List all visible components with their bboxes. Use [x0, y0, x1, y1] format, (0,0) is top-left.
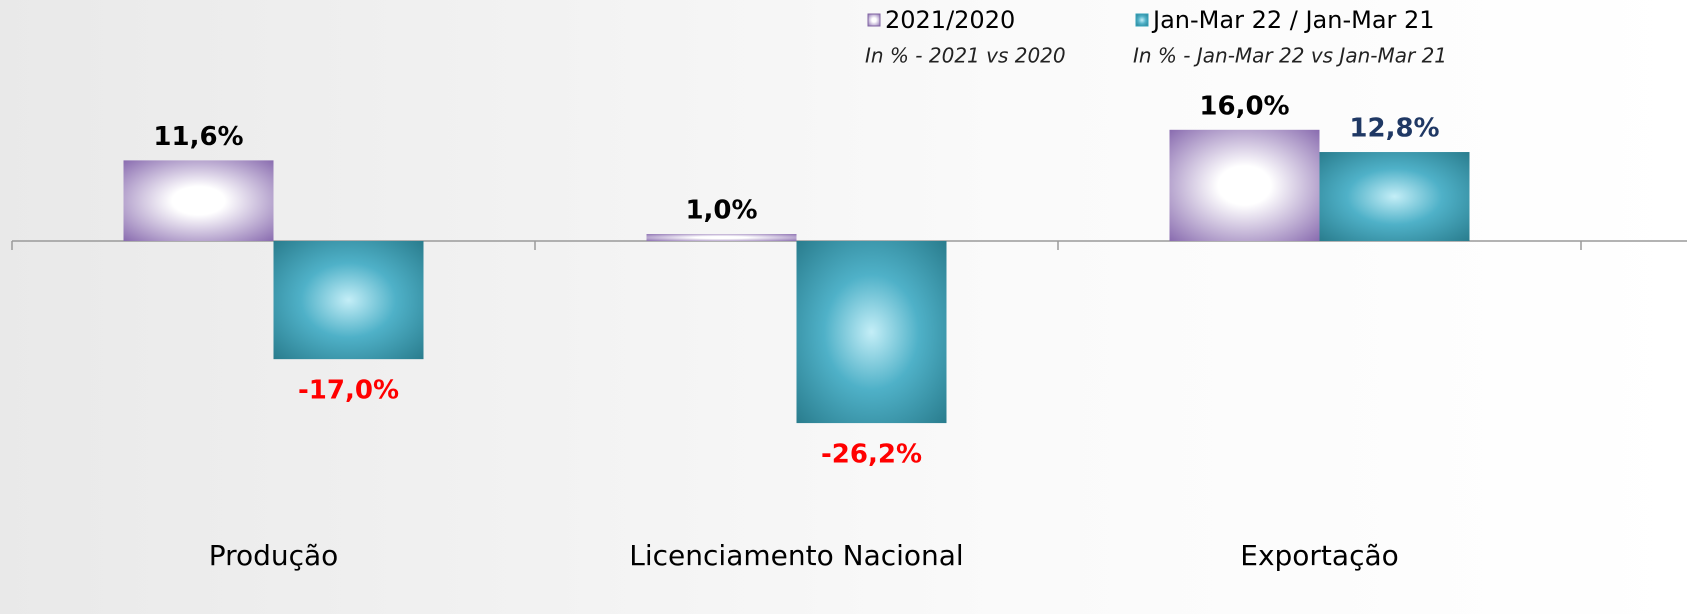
value-label: 12,8% — [1349, 114, 1439, 144]
value-label: 11,6% — [153, 122, 243, 152]
value-label: 16,0% — [1199, 91, 1289, 121]
legend-marker — [1135, 13, 1149, 27]
legend-note: In % - 2021 vs 2020 — [865, 44, 1066, 68]
bar — [796, 241, 947, 424]
bar — [123, 160, 274, 241]
legend-label: Jan-Mar 22 / Jan-Mar 21 — [1151, 6, 1435, 34]
x-tick-label: Licenciamento Nacional — [629, 539, 963, 572]
legend-label: 2021/2020 — [885, 6, 1015, 34]
legend-note: In % - Jan-Mar 22 vs Jan-Mar 21 — [1133, 44, 1447, 68]
value-label: 1,0% — [685, 196, 757, 226]
bar — [1319, 152, 1470, 241]
x-tick-label: Produção — [209, 539, 339, 572]
bar — [1169, 129, 1320, 241]
bar — [646, 234, 797, 241]
value-label: -17,0% — [298, 376, 399, 406]
x-tick-label: Exportação — [1240, 539, 1399, 572]
value-label: -26,2% — [821, 440, 922, 470]
legend-marker — [867, 13, 881, 27]
bar — [273, 241, 424, 360]
